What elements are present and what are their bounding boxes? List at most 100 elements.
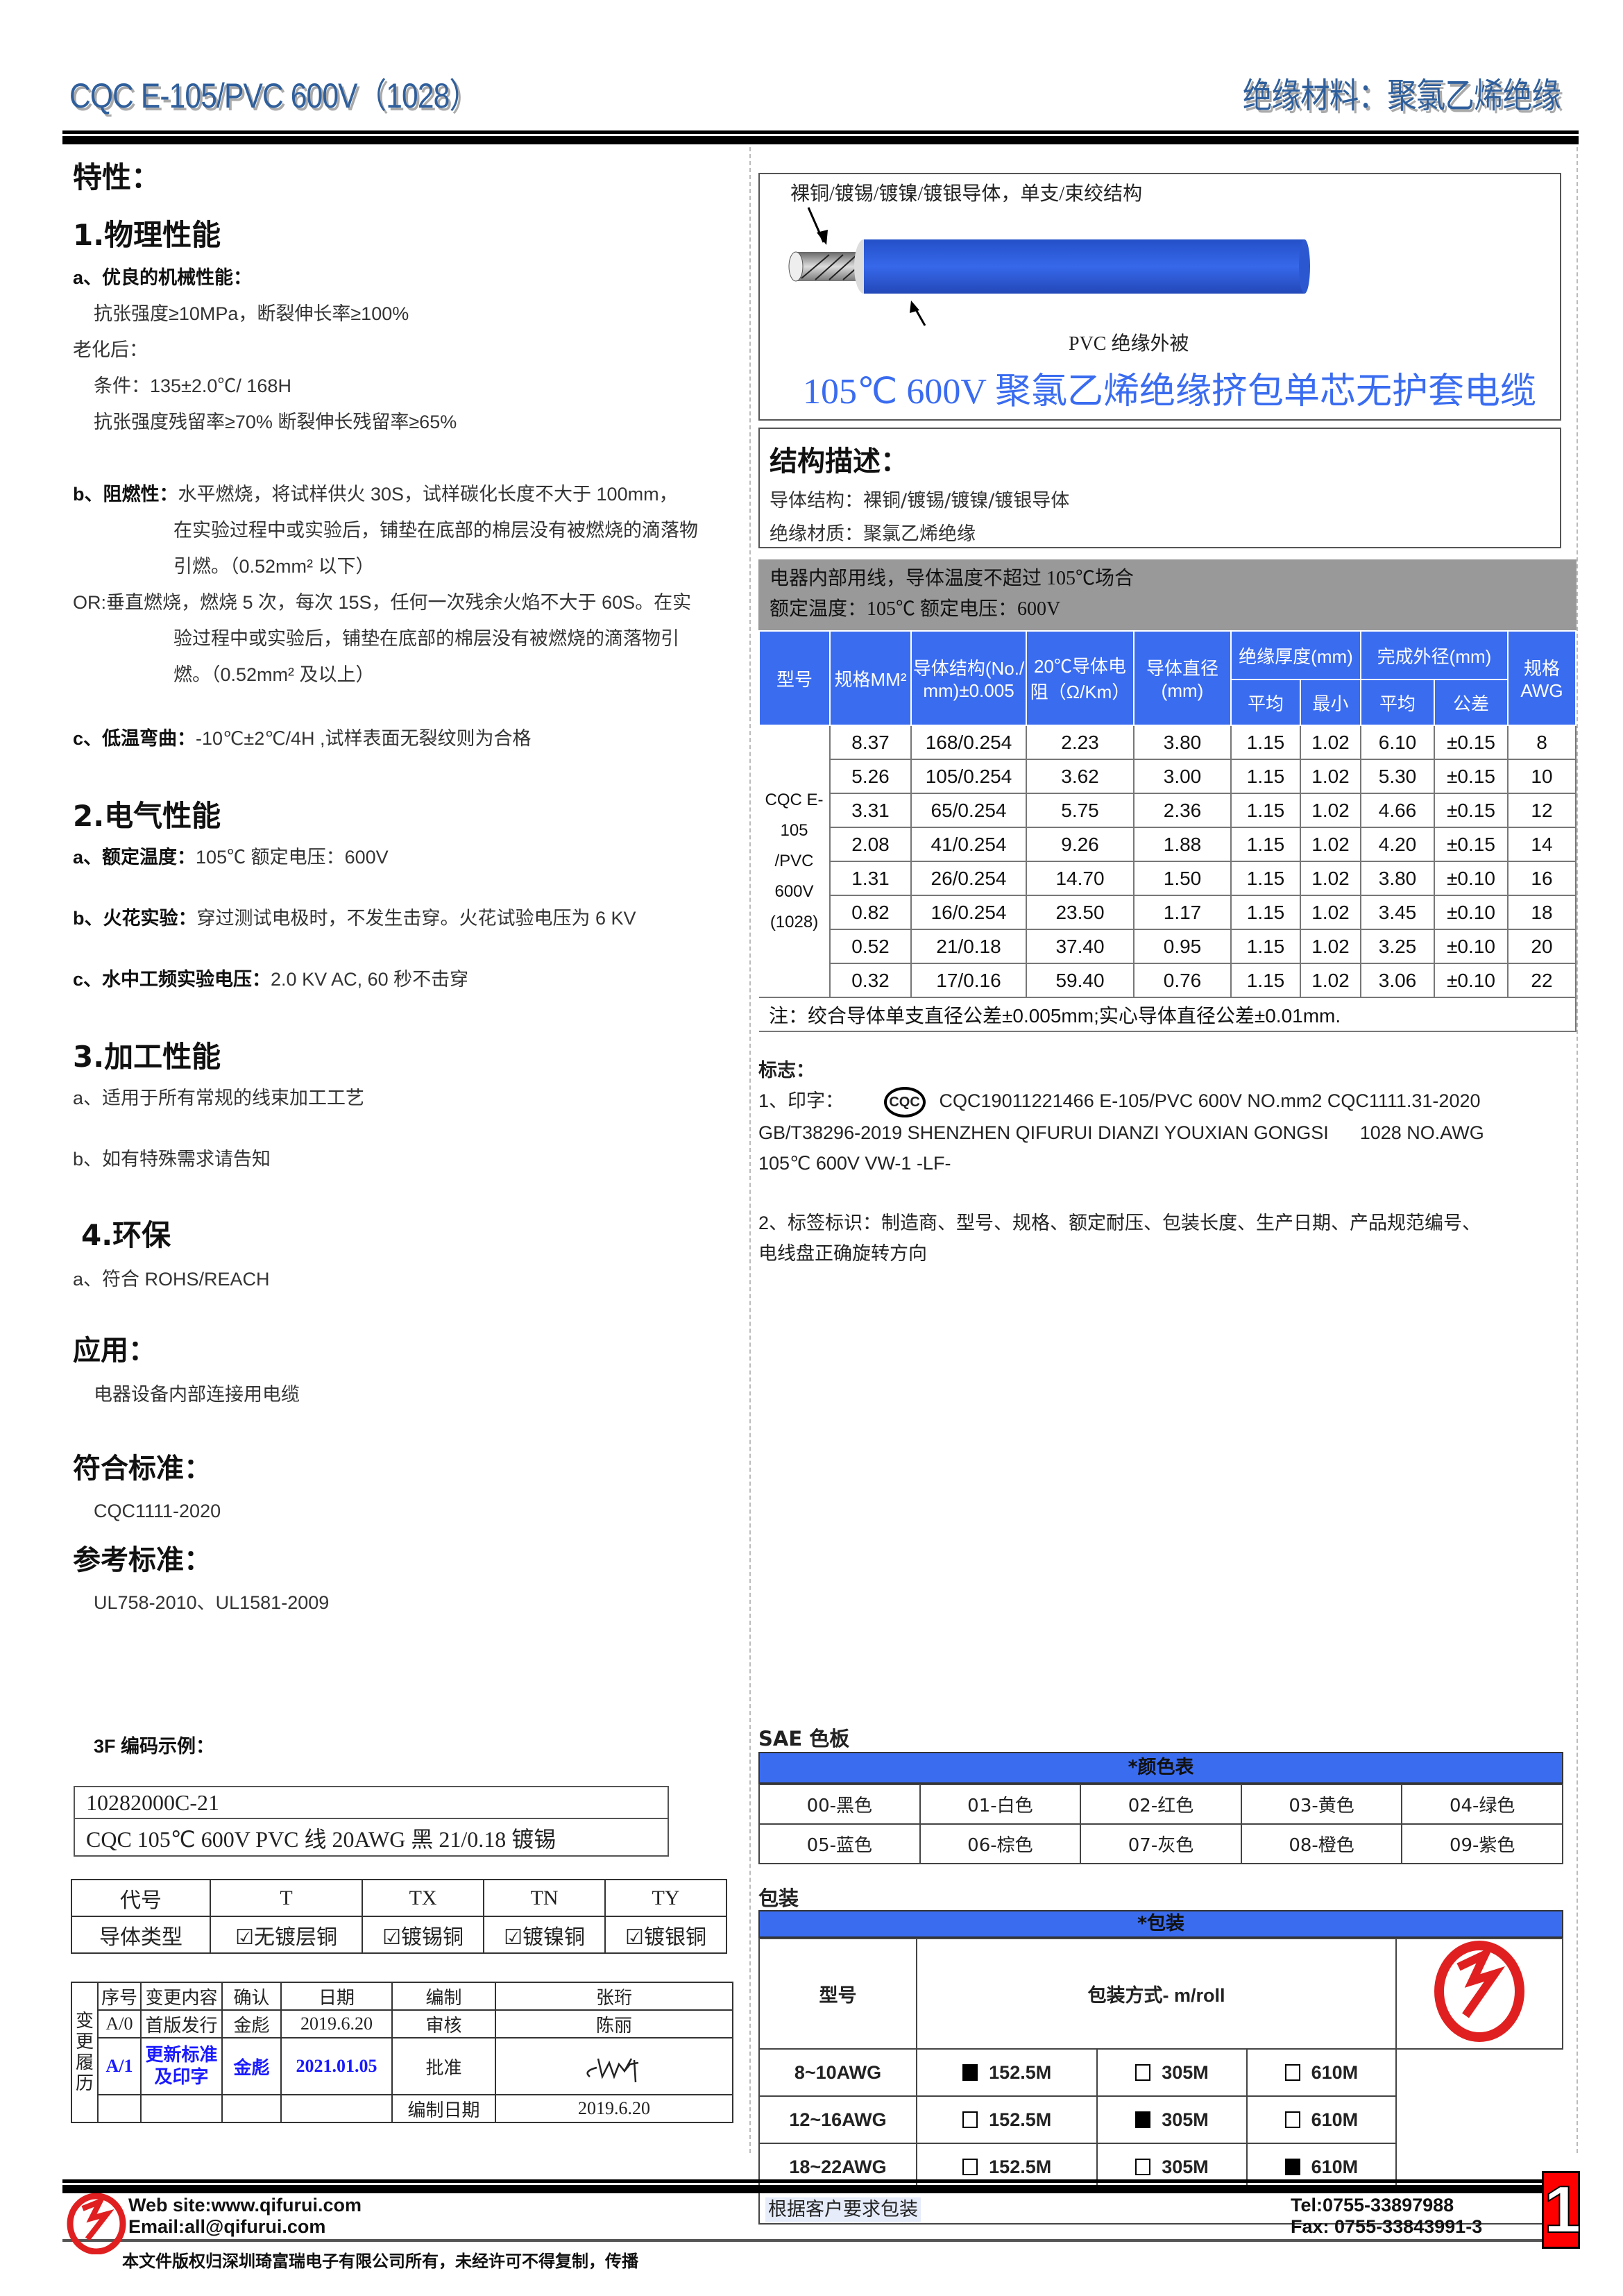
footer-email[interactable]: Email:all@qifurui.com <box>128 2216 326 2237</box>
spec-cell: 1.02 <box>1300 759 1361 794</box>
packing-length: 152.5M <box>989 2156 1052 2177</box>
electrical-title: 2.电气性能 <box>73 799 221 833</box>
checkbox-checked-icon[interactable] <box>1135 2111 1151 2128</box>
physical-title: 1.物理性能 <box>73 218 221 252</box>
model-cell: CQC E-105 /PVC 600V (1028) <box>759 725 831 998</box>
usage-box: 电器内部用线，导体温度不超过 105℃场合 额定温度：105℃ 额定电压：600… <box>758 559 1577 630</box>
color-cell: 01-白色 <box>919 1784 1082 1825</box>
packing-option[interactable]: 610M <box>1246 2048 1397 2097</box>
spec-cell: 2.36 <box>1133 793 1232 828</box>
spec-cell: ±0.15 <box>1434 759 1509 794</box>
packing-option[interactable]: 610M <box>1246 2143 1397 2191</box>
spec-cell: 3.25 <box>1360 929 1435 964</box>
color-table: 00-黑色 01-白色 02-红色 03-黄色 04-绿色 05-蓝色 06-棕色 07-灰色… <box>758 1784 1563 1864</box>
spec-cell: ±0.10 <box>1434 861 1509 896</box>
spark-label: b、火花实验： <box>73 908 197 929</box>
flame-1: 水平燃烧，将试样供火 30S，试样碳化长度不大于 100mm， <box>178 484 678 505</box>
type-label: 镀镍铜 <box>522 1925 585 1949</box>
packing-length: 305M <box>1162 2156 1209 2177</box>
spec-note: 注：绞合导体单支直径公差±0.005mm;实心导体直径公差±0.01mm. <box>759 997 1577 1032</box>
flame-or-2: 验过程中或实验后，铺垫在底部的棉层没有被燃烧的滴落物引 <box>173 628 679 649</box>
spec-cell: 1.15 <box>1230 963 1301 998</box>
checkbox-empty-icon[interactable] <box>1284 2063 1300 2081</box>
reference-text: UL758-2010、UL1581-2009 <box>94 1592 330 1613</box>
checkbox-empty-icon[interactable] <box>1284 2111 1300 2128</box>
cable-illustration <box>788 207 1310 326</box>
aging-cond: 条件：135±2.0℃/ 168H <box>94 375 291 396</box>
features-section: 特性： 1.物理性能 a、优良的机械性能： 抗张强度≥10MPa，断裂伸长率≥1… <box>73 154 732 1621</box>
spec-cell: 3.06 <box>1360 963 1435 998</box>
packing-option[interactable]: 152.5M <box>915 2048 1098 2097</box>
flame-2: 在实验过程中或实验后，铺垫在底部的棉层没有被燃烧的滴落物 <box>173 520 698 541</box>
spec-cell: 1.15 <box>1230 759 1301 794</box>
right-border <box>1577 147 1578 2153</box>
spec-cell: 14.70 <box>1026 861 1135 896</box>
packing-option[interactable]: 152.5M <box>915 2095 1098 2144</box>
insulation-label: PVC 绝缘外被 <box>1069 333 1189 355</box>
spec-row: CQC E-105 /PVC 600V (1028) 8.37 168/0.254 2… <box>759 725 1577 998</box>
ch-head: 序号 <box>97 1982 142 2011</box>
checkbox-checked-icon: ☑ <box>382 1925 402 1949</box>
ch-cell: 审核 <box>391 2009 496 2038</box>
conductor-type-tx: ☑镀锡铜 <box>362 1916 485 1954</box>
ch-cell: A/0 <box>97 2009 142 2038</box>
doc-title: CQC E-105/PVC 600V（1028） <box>69 76 479 115</box>
packing-option[interactable]: 152.5M <box>915 2143 1098 2191</box>
footer-website[interactable]: Web site:www.qifurui.com <box>128 2195 362 2215</box>
marking-title: 标志： <box>758 1060 815 1081</box>
packing-option[interactable]: 305M <box>1096 2095 1248 2144</box>
application-text: 电器设备内部连接用电缆 <box>94 1384 300 1405</box>
color-cell: 08-橙色 <box>1240 1823 1403 1864</box>
checkbox-checked-icon[interactable] <box>962 2063 978 2081</box>
structure-conductor: 导体结构：裸铜/镀锡/镀镍/镀银导体 <box>770 490 1070 512</box>
packing-title: 包装 <box>758 1886 799 1910</box>
processing-a: a、适用于所有常规的线束加工工艺 <box>73 1088 365 1108</box>
col-model: 型号 <box>758 630 831 726</box>
spec-cell: 0.95 <box>1133 929 1232 964</box>
color-cell: 09-紫色 <box>1401 1823 1563 1864</box>
print-line-2: GB/T38296-2019 SHENZHEN QIFURUI DIANZI Y… <box>758 1122 1484 1143</box>
checkbox-empty-icon[interactable] <box>962 2111 978 2128</box>
checkbox-empty-icon[interactable] <box>962 2158 978 2175</box>
footer-tel: Tel:0755-33897988 <box>1291 2195 1454 2215</box>
spec-table: 型号 规格MM² 导体结构(No./ mm)±0.005 20℃导体电阻（Ω/K… <box>758 630 1577 1032</box>
footer-logo <box>67 2193 126 2254</box>
spec-cell: 22 <box>1507 963 1577 998</box>
ch-head: 确认 <box>221 1982 282 2011</box>
packing-option[interactable]: 610M <box>1246 2095 1397 2144</box>
spec-cell: 14 <box>1507 827 1577 862</box>
color-cell: 07-灰色 <box>1080 1823 1242 1864</box>
packing-option[interactable]: 305M <box>1096 2143 1248 2191</box>
header-rule <box>62 130 1579 134</box>
conductor-type-tn: ☑镀镍铜 <box>483 1916 606 1954</box>
spec-cell: 37.40 <box>1026 929 1135 964</box>
packing-option[interactable]: 305M <box>1096 2048 1248 2097</box>
code-row-label: 导体类型 <box>71 1916 211 1954</box>
conductor-code-table: 代号 T TX TN TY 导体类型 ☑无镀层铜 ☑镀锡铜 ☑镀镍铜 ☑镀银铜 <box>71 1879 727 1954</box>
print-label: 1、印字： <box>758 1090 844 1111</box>
color-bar: *颜色表 <box>758 1752 1563 1784</box>
checkbox-empty-icon[interactable] <box>1135 2063 1151 2081</box>
col-size: 规格MM² <box>829 630 912 726</box>
application-title: 应用： <box>73 1335 156 1367</box>
spec-cell: 5.30 <box>1360 759 1435 794</box>
code-value: 10282000C-21 <box>75 1787 668 1819</box>
spec-cell: 23.50 <box>1026 895 1135 930</box>
tensile: 抗张强度≥10MPa，断裂伸长率≥100% <box>94 303 409 324</box>
packing-row: 12~16AWG 152.5M 305M 610M <box>758 2095 1563 2144</box>
spec-row: 0.52 21/0.18 37.40 0.95 1.15 1.02 3.25 ±0.10 20 <box>759 929 1577 964</box>
checkbox-empty-icon[interactable] <box>1135 2158 1151 2175</box>
spec-cell: 20 <box>1507 929 1577 964</box>
col-conductor: 导体结构(No./ mm)±0.005 <box>910 630 1027 726</box>
spec-cell: 8 <box>1507 725 1577 760</box>
checkbox-checked-icon[interactable] <box>1284 2158 1300 2175</box>
checkbox-checked-icon: ☑ <box>235 1925 254 1949</box>
print-line-1: CQC19011221466 E-105/PVC 600V NO.mm2 CQC… <box>939 1090 1481 1111</box>
ch-head: 编制 <box>391 1982 496 2011</box>
spec-cell: 1.15 <box>1230 929 1301 964</box>
spec-cell: 0.52 <box>829 929 912 964</box>
ch-cell: 批准 <box>391 2037 496 2095</box>
column-divider <box>749 147 751 2153</box>
spec-cell: 0.76 <box>1133 963 1232 998</box>
spec-cell: 168/0.254 <box>910 725 1027 760</box>
